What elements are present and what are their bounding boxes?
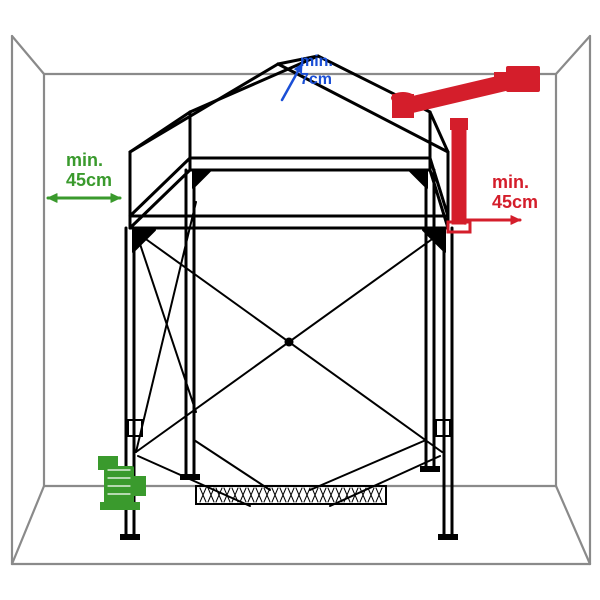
clearance-top-label-2: 7cm [300, 71, 332, 88]
clearance-left-label-2: 45cm [66, 170, 112, 190]
clearance-left-label-1: min. [66, 150, 103, 170]
clearance-right-label-2: 45cm [492, 192, 538, 212]
clearance-top-label-1: min. [300, 53, 333, 70]
clearance-right-label-1: min. [492, 172, 529, 192]
clearance-diagram: min.45cmmin.45cmmin.7cm [0, 0, 600, 600]
